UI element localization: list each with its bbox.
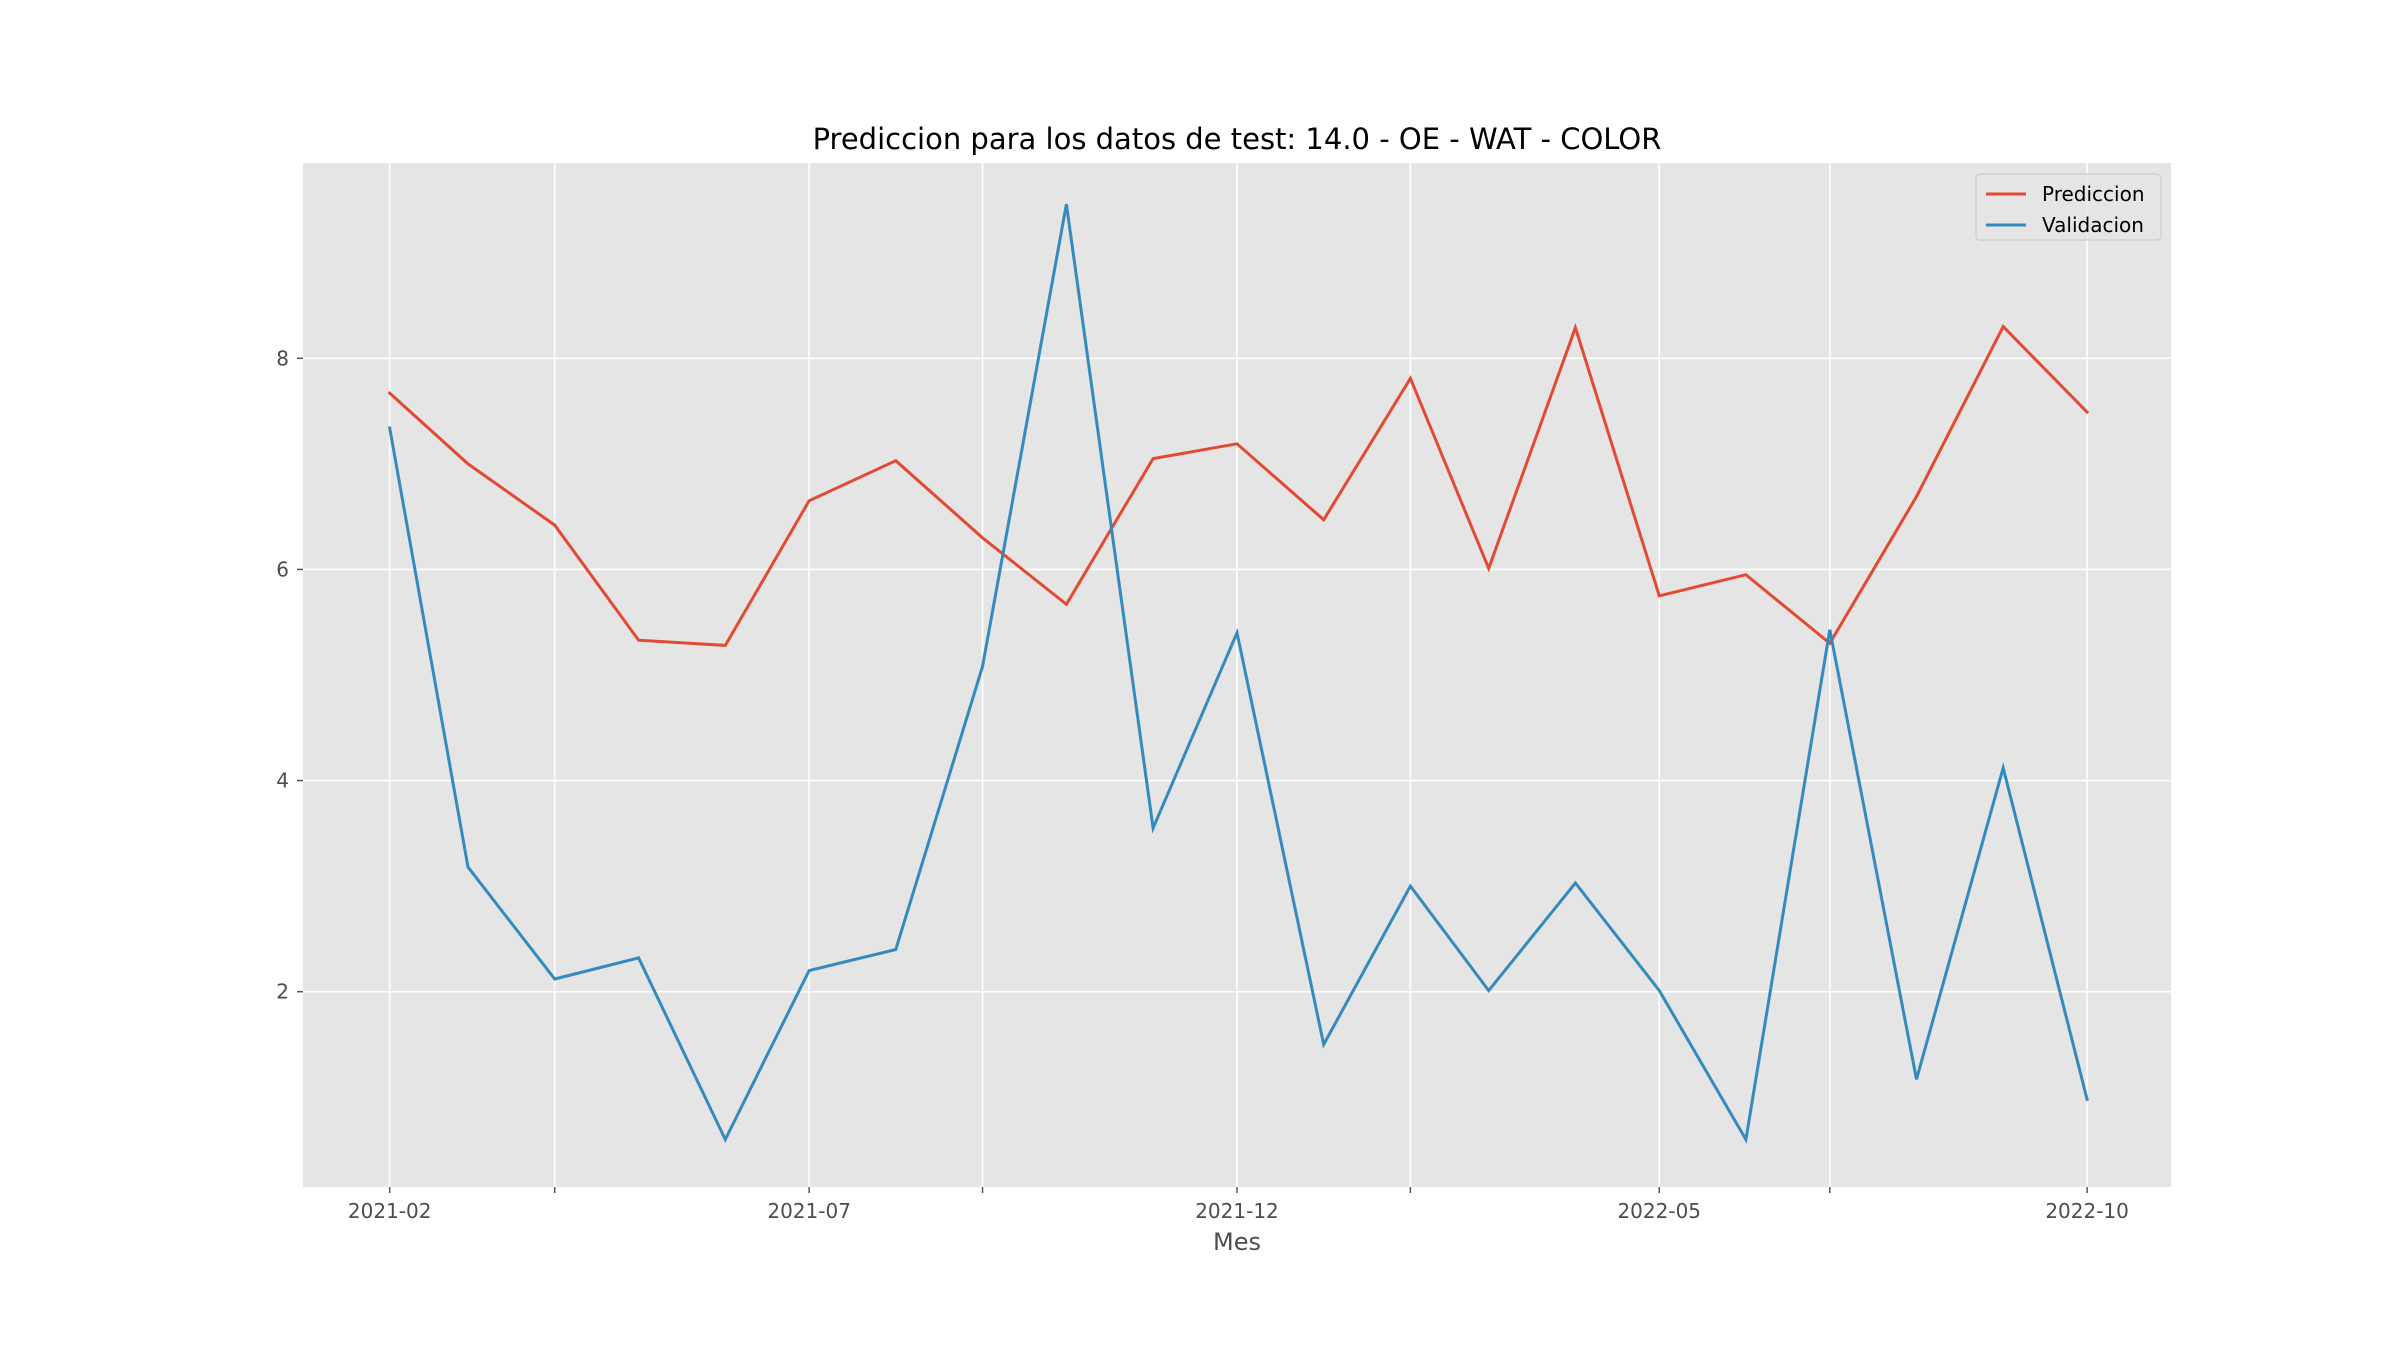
y-tick-label: 2 <box>276 980 289 1004</box>
x-tick-label: 2021-02 <box>348 1199 432 1223</box>
legend-label: Prediccion <box>2042 182 2145 206</box>
series-line-validacion <box>387 203 2089 1144</box>
series-line-prediccion <box>387 322 2090 647</box>
x-tick-label: 2022-10 <box>2045 1199 2129 1223</box>
grid <box>303 163 2171 1187</box>
legend: Prediccion Validacion <box>1975 173 2162 241</box>
legend-label: Validacion <box>2042 213 2144 237</box>
x-tick-label: 2021-07 <box>767 1199 851 1223</box>
chart-title: Prediccion para los datos de test: 14.0 … <box>813 122 1662 156</box>
axis-ticks: 2 4 6 8 2021-02 2021-07 2021-12 2022-05 2022-10 <box>276 346 2129 1223</box>
x-axis-label: Mes <box>1213 1228 1261 1256</box>
y-tick-label: 4 <box>276 769 289 793</box>
x-tick-label: 2021-12 <box>1195 1199 1279 1223</box>
y-tick-label: 6 <box>276 557 289 581</box>
series-lines <box>387 203 2090 1144</box>
y-tick-label: 8 <box>276 346 289 370</box>
x-tick-label: 2022-05 <box>1617 1199 1701 1223</box>
